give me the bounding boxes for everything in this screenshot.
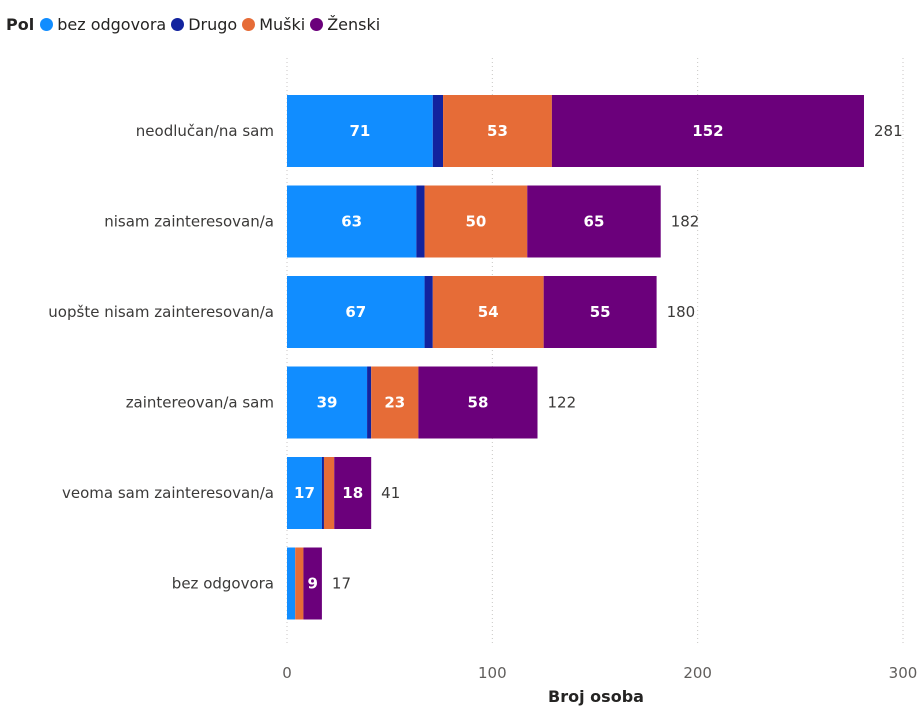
bar-segment [287,185,417,258]
data-label: 55 [590,303,611,321]
bar-segment [551,95,864,167]
bar-segment [303,547,322,620]
bar-segment [295,547,304,620]
legend-marker-icon [310,17,324,31]
data-label: 152 [692,122,723,140]
legend-label: Muški [259,14,306,34]
data-label: 71 [349,122,370,140]
category-label: bez odgovora [172,575,274,593]
bar-segment [287,366,368,439]
total-label: 122 [548,394,577,412]
data-label: 39 [317,394,338,412]
total-label: 182 [671,213,700,231]
legend-marker-icon [40,17,54,31]
legend-item-muski[interactable]: Muški [242,15,305,34]
data-label: 17 [294,484,315,502]
data-label: 54 [478,303,499,321]
total-label: 180 [667,303,696,321]
bar-segment [543,276,657,348]
data-label: 67 [345,303,366,321]
bar-segment [287,547,296,620]
data-label: 63 [341,213,362,231]
bar-segment [371,366,419,439]
bar-segment [321,457,324,529]
data-label: 23 [384,394,405,412]
category-label: nisam zainteresovan/a [104,213,274,231]
total-label: 17 [332,575,351,593]
labels-layer: 0 100 200 300 neodlučan/na sam 71 53 152 281 nisa… [48,122,917,682]
legend-item-drugo[interactable]: Drugo [171,15,237,34]
x-tick-label: 300 [889,664,918,682]
bar-segment [367,366,372,439]
total-label: 281 [874,122,903,140]
bar-segment [287,95,433,167]
data-label: 65 [584,213,605,231]
x-tick-label: 0 [282,664,292,682]
category-label: zaintereovan/a sam [126,394,274,412]
data-label: 50 [465,213,486,231]
bar-segment [424,276,433,348]
legend-title: Pol [6,14,35,34]
data-label: 53 [487,122,508,140]
x-tick-label: 100 [478,664,507,682]
legend-marker-icon [242,17,256,31]
bar-segment [432,95,444,167]
data-label: 58 [468,394,489,412]
bars-layer [287,95,864,620]
bar-segment [334,457,372,529]
bar-segment [418,366,538,439]
legend: Pol bez odgovora Drugo Muški Ženski [6,12,385,36]
bar-segment [323,457,335,529]
bar-segment [424,185,528,258]
legend-label: bez odgovora [57,14,167,34]
bar-segment [432,276,544,348]
data-label: 9 [307,575,317,593]
bar-segment [287,457,322,529]
category-label: uopšte nisam zainteresovan/a [48,303,274,321]
bar-segment [443,95,552,167]
legend-item-zenski[interactable]: Ženski [310,15,380,34]
x-axis-title: Broj osoba [548,687,644,706]
bar-segment [416,185,425,258]
data-label: 18 [342,484,363,502]
bar-segment [527,185,661,258]
bar-segment [287,276,425,348]
total-label: 41 [381,484,400,502]
legend-label: Drugo [188,14,238,34]
category-label: veoma sam zainteresovan/a [62,484,274,502]
category-label: neodlučan/na sam [136,122,274,140]
legend-item-bez-odgovora[interactable]: bez odgovora [40,15,166,34]
legend-label: Ženski [327,14,381,34]
x-tick-label: 200 [683,664,712,682]
legend-marker-icon [171,17,185,31]
